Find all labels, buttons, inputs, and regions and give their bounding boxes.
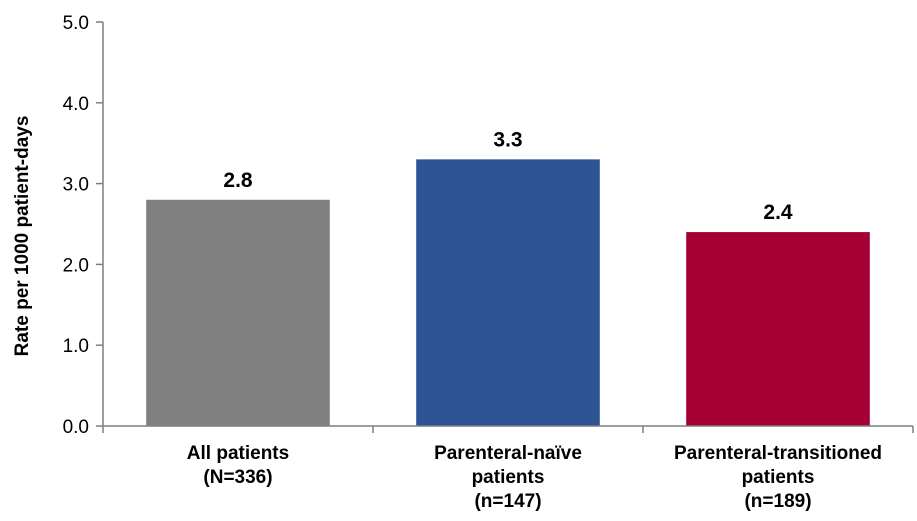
y-axis-title: Rate per 1000 patient-days [12, 116, 33, 357]
bar [146, 199, 330, 426]
bar [416, 159, 600, 427]
y-tick-label: 2.0 [63, 255, 89, 276]
data-label: 3.3 [493, 128, 522, 151]
data-label: 2.4 [763, 201, 793, 224]
y-tick-label: 1.0 [63, 336, 89, 357]
data-labels: 2.8 3.3 2.4 [223, 128, 793, 224]
y-axis-ticks: 0.0 1.0 2.0 3.0 4.0 5.0 [63, 13, 914, 438]
y-tick-label: 5.0 [63, 13, 89, 34]
bars [146, 159, 870, 427]
y-tick-label: 4.0 [63, 94, 89, 115]
category-label: Parenteral-transitioned patients (n=189) [674, 443, 882, 512]
y-tick-label: 0.0 [63, 417, 89, 438]
x-axis-labels: All patients (N=336) Parenteral-naïve patie… [187, 443, 882, 512]
data-label: 2.8 [223, 169, 253, 192]
bar [686, 232, 870, 426]
y-tick-label: 3.0 [63, 175, 89, 196]
category-label: All patients (N=336) [187, 443, 289, 488]
category-label: Parenteral-naïve patients (n=147) [434, 443, 582, 512]
